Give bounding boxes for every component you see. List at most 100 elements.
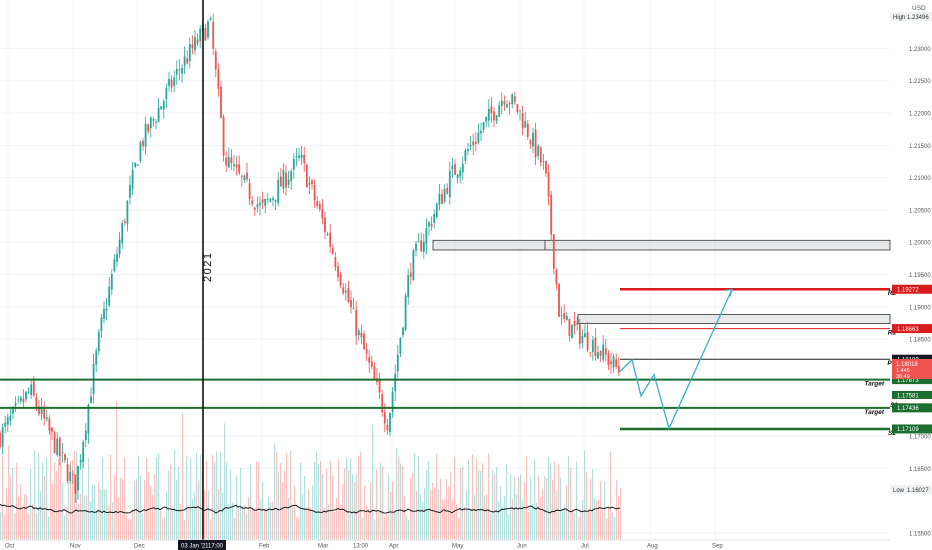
volume-bar (180, 503, 182, 540)
candle-body (105, 308, 108, 311)
volume-bar (412, 472, 414, 540)
volume-bar (164, 517, 166, 540)
volume-bar (262, 482, 264, 540)
volume-bar (618, 495, 620, 540)
volume-bar (280, 462, 282, 540)
candle-body (474, 141, 477, 144)
volume-bar (326, 468, 328, 540)
candle-body (363, 333, 365, 350)
candle-body (0, 432, 1, 447)
candle-body (204, 28, 207, 41)
volume-bar (442, 499, 444, 540)
volume-bar (548, 456, 550, 540)
volume-bar (372, 424, 374, 540)
volume-bar (168, 470, 170, 540)
candle-body (404, 295, 407, 330)
candle-body (324, 217, 326, 233)
volume-bar (300, 462, 302, 540)
bar-countdown: 36:49 (896, 374, 910, 380)
candle-body (542, 161, 545, 162)
candle-body (412, 250, 415, 281)
y-tick-label: 1.16500 (909, 467, 931, 473)
candle-body (131, 169, 134, 189)
candle-body (485, 116, 488, 122)
candle-body (162, 101, 165, 110)
volume-bar (90, 501, 92, 540)
zone-boxes[interactable] (432, 239, 891, 325)
candle-body (469, 145, 472, 147)
volume-bar (208, 490, 210, 540)
x-tick-label: Feb (259, 544, 270, 550)
candle-body (417, 241, 420, 243)
candle-body (269, 198, 272, 202)
candle-body (251, 200, 254, 205)
volume-bar (536, 503, 538, 540)
candle-body (571, 324, 573, 339)
volume-bar (610, 451, 612, 540)
candle-body (547, 172, 550, 197)
volume-bar (440, 478, 442, 540)
time-axis[interactable]: Oct Nov Dec Feb Mar 13:00 Apr May Jun Jul Aug Sep 0… (0, 539, 890, 550)
volume-bar (248, 497, 250, 540)
volume-bar (336, 497, 338, 540)
candle-body (373, 366, 376, 380)
volume-bar (186, 456, 188, 540)
candle-body (110, 274, 113, 290)
supply-zone-lower[interactable] (577, 314, 891, 325)
volume-bar (244, 505, 246, 540)
projection-path[interactable] (619, 289, 733, 431)
volume-bar (220, 451, 222, 540)
candle-body (584, 333, 586, 338)
candle-body (578, 323, 581, 344)
candle-body (97, 331, 100, 352)
volume-bar (464, 506, 466, 540)
volume-bar (342, 484, 344, 540)
level-tag-bg (892, 403, 932, 413)
volume-bar (390, 491, 392, 540)
volume-bar (286, 452, 288, 540)
volume-bar (324, 508, 326, 540)
candle-body (256, 204, 259, 208)
candle-body (443, 188, 446, 202)
volume-bar (34, 450, 36, 540)
supply-zone-upper[interactable] (432, 239, 891, 251)
candle-body (526, 123, 529, 137)
candle-body (344, 290, 347, 293)
low-label: Low (893, 488, 905, 494)
volume-bar (524, 482, 526, 540)
volume-bar (114, 475, 116, 540)
pivot-levels[interactable]: R2R1PPTargetTargetS2S1 (0, 287, 898, 437)
volume-bar (594, 498, 596, 540)
price-axis[interactable]: USD 1.230001.225001.220001.215001.210001… (890, 5, 932, 537)
volume-bar (330, 460, 332, 540)
volume-bar (192, 499, 194, 540)
volume-bar (458, 517, 460, 540)
volume-bar (28, 513, 30, 540)
volume-bar (140, 475, 142, 540)
volume-bar (510, 474, 512, 540)
volume-bar (508, 514, 510, 540)
volume-bar (406, 515, 408, 540)
crosshair-time: 17:00 (208, 544, 224, 550)
candle-body (1, 427, 4, 447)
level-tag-bg (892, 284, 932, 294)
candle-body (350, 299, 352, 308)
candle-body (100, 317, 103, 332)
volume-bar (6, 488, 8, 540)
volume-bar (468, 459, 470, 540)
candle-body (144, 123, 147, 147)
volume-bar (24, 493, 26, 540)
candle-body (61, 452, 64, 453)
volume-bar (150, 485, 152, 540)
volume-bar (292, 504, 294, 540)
candle-body (4, 422, 7, 427)
volume-bar (366, 505, 368, 540)
volume-bar (452, 499, 454, 540)
candle-body (477, 132, 480, 143)
volume-bar (356, 474, 358, 540)
volume-bar (44, 475, 46, 540)
volume-bar (96, 509, 98, 540)
candle-body (552, 234, 555, 269)
